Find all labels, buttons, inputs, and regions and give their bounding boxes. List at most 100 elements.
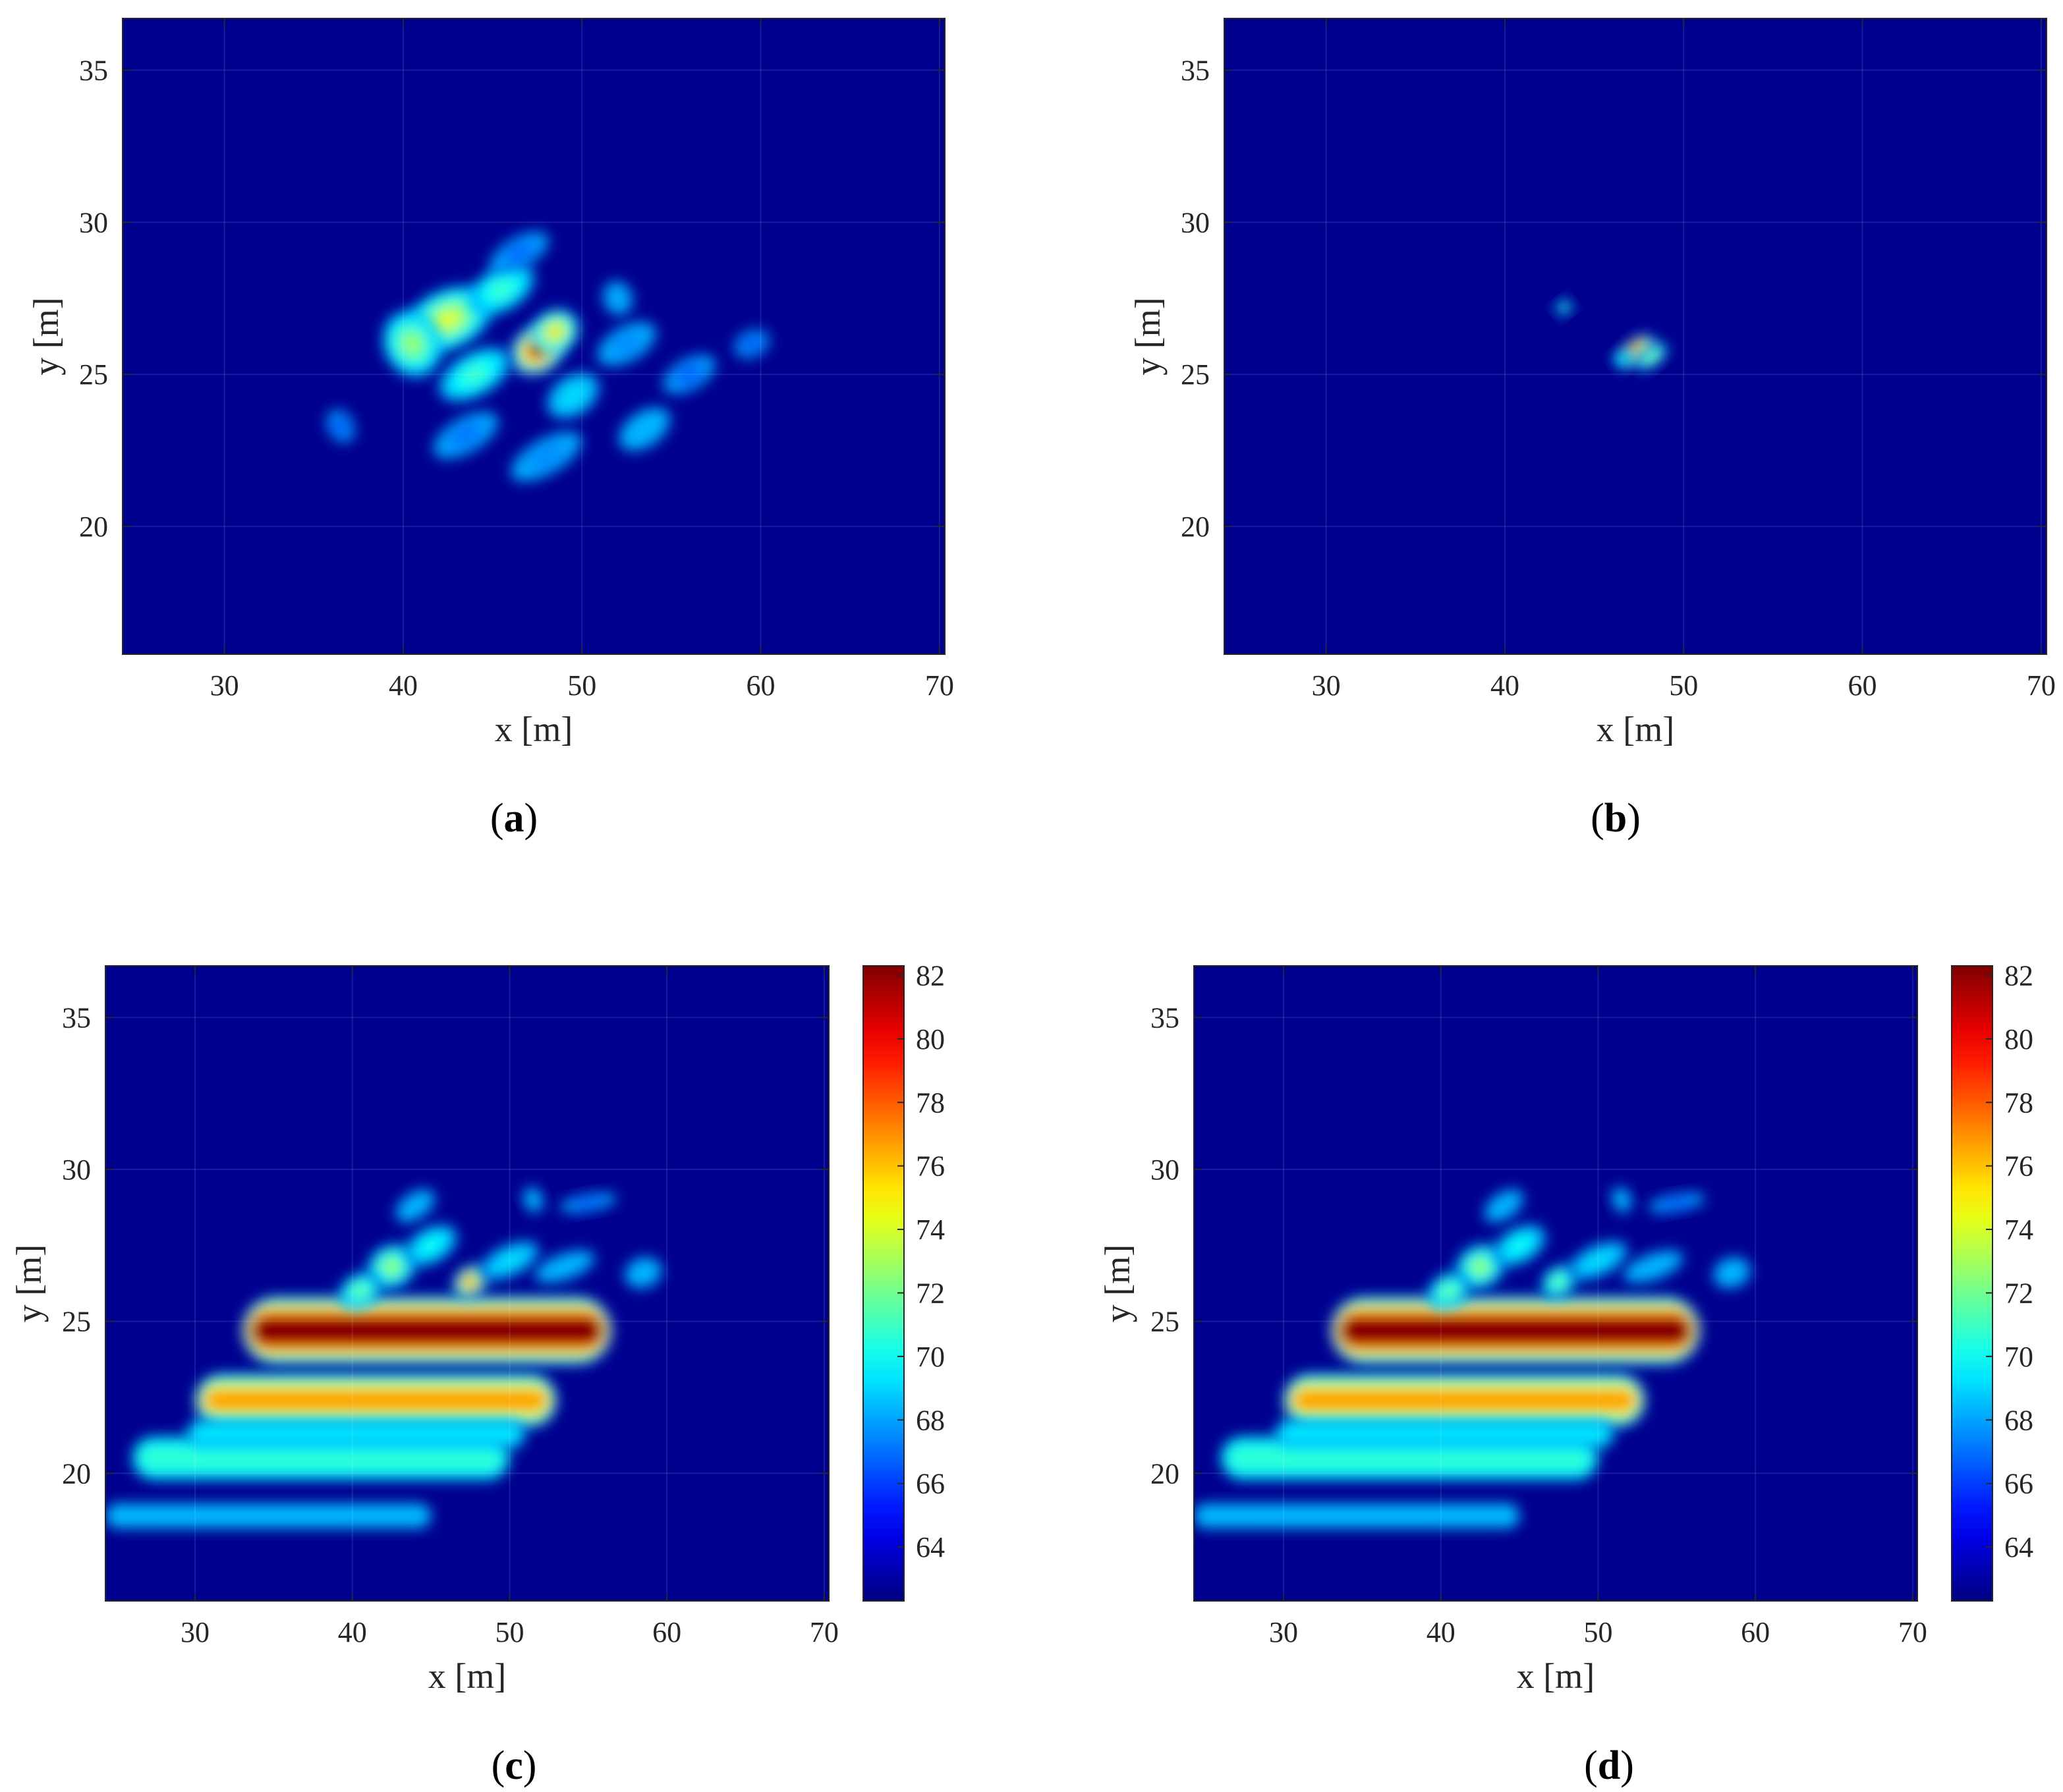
- colorbar-tick-label: 80: [916, 1023, 945, 1055]
- heatmap-band: [105, 1503, 432, 1528]
- y-tick-label: 30: [79, 206, 108, 238]
- heatmap-band: [1276, 1419, 1614, 1449]
- colorbar-gradient: [1952, 966, 1992, 1601]
- y-tick-label: 30: [62, 1154, 91, 1186]
- heatmap-blob: [1649, 1193, 1705, 1213]
- heatmap-blob: [1569, 1241, 1627, 1280]
- heatmap-band: [132, 1436, 510, 1480]
- heatmap-blob: [405, 1225, 457, 1266]
- y-axis-label: y [m]: [1128, 297, 1168, 375]
- heatmap-blob: [619, 407, 670, 451]
- panel-b: 30 40 50 60 70 20 25 30 35 x [m] y [m] (b): [1128, 18, 2056, 841]
- heatmap-blob: [1427, 1272, 1470, 1310]
- y-tick-label: 20: [79, 511, 108, 543]
- heatmap-blob: [468, 263, 534, 315]
- x-tick-label: 50: [495, 1616, 524, 1648]
- heatmap-blob: [1713, 1257, 1751, 1289]
- colorbar-tick-label: 64: [2004, 1531, 2033, 1563]
- x-tick-label: 60: [1741, 1616, 1770, 1648]
- colorbar-tick-label: 64: [916, 1531, 945, 1563]
- heatmap-blob: [339, 1272, 382, 1310]
- y-tick-label: 20: [1150, 1457, 1179, 1490]
- heatmap-band: [242, 1296, 612, 1365]
- panel-caption-letter: c: [505, 1743, 523, 1788]
- colorbar-tick-label: 70: [2004, 1341, 2033, 1373]
- y-tick-label: 35: [1150, 1001, 1179, 1034]
- x-tick-label: 40: [1490, 669, 1519, 702]
- colorbar-tick-label: 80: [2004, 1023, 2033, 1055]
- y-tick-label: 20: [62, 1457, 91, 1490]
- heatmap-blob: [434, 412, 498, 459]
- panel-c: 30 40 50 60 70 20 25 30 35 x [m] y [m] (c) 64 66 68 70 7…: [9, 959, 945, 1788]
- colorbar-tick-label: 82: [916, 959, 945, 992]
- heatmap-field: [1556, 300, 1667, 370]
- heatmap-blob: [1636, 343, 1667, 370]
- colorbar-tick-label: 72: [916, 1277, 945, 1309]
- heatmap-blob: [534, 1250, 595, 1283]
- x-tick-label: 60: [652, 1616, 681, 1648]
- x-tick-label: 40: [389, 669, 418, 702]
- x-tick-label: 30: [210, 669, 239, 702]
- heatmap-band: [1330, 1296, 1701, 1365]
- x-tick-label: 50: [1669, 669, 1698, 702]
- heatmap-field: [327, 232, 769, 482]
- heatmap-field: [105, 1187, 662, 1528]
- colorbar-gradient: [863, 966, 904, 1601]
- x-tick-label: 50: [567, 669, 596, 702]
- heatmap-blob: [1541, 1265, 1577, 1299]
- x-tick-label: 60: [747, 669, 776, 702]
- heatmap-blob: [1493, 1225, 1546, 1266]
- x-axis-label: x [m]: [1517, 1656, 1595, 1696]
- plot-frame: [1193, 965, 1918, 1602]
- heatmap-blob: [1623, 1250, 1683, 1283]
- colorbar-tick-label: 68: [2004, 1404, 2033, 1436]
- colorbar-tick-label: 68: [916, 1404, 945, 1436]
- colorbar-tick-label: 66: [916, 1468, 945, 1500]
- colorbar-frame: [862, 965, 905, 1602]
- heatmap-band: [195, 1373, 557, 1428]
- panel-caption-letter: d: [1598, 1743, 1620, 1788]
- y-tick-label: 35: [79, 54, 108, 86]
- x-tick-label: 70: [810, 1616, 839, 1648]
- y-axis-label: y [m]: [26, 297, 66, 375]
- x-tick-label: 60: [1848, 669, 1877, 702]
- y-axis-label: y [m]: [1098, 1245, 1137, 1322]
- colorbar-tick-label: 76: [916, 1150, 945, 1183]
- heatmap-band: [1284, 1373, 1646, 1428]
- x-tick-label: 70: [1898, 1616, 1927, 1648]
- colorbar-tick-label: 74: [916, 1214, 945, 1246]
- heatmap-blob: [531, 309, 579, 354]
- x-tick-label: 30: [1312, 669, 1341, 702]
- y-axis-label: y [m]: [9, 1245, 49, 1322]
- x-tick-label: 70: [925, 669, 954, 702]
- colorbar-frame: [1951, 965, 1993, 1602]
- heatmap-blob: [453, 1265, 488, 1299]
- panel-d: 30 40 50 60 70 20 25 30 35 x [m] y [m] (d) 64 66 68 70 7…: [1098, 959, 2033, 1788]
- heatmap-blob: [367, 1244, 416, 1289]
- heatmap-blob: [1614, 350, 1632, 368]
- x-tick-label: 40: [1427, 1616, 1455, 1648]
- heatmap-band: [1220, 1436, 1598, 1480]
- heatmap-blob: [1484, 1189, 1523, 1223]
- colorbar-tick-label: 66: [2004, 1468, 2033, 1500]
- heatmap-blob: [511, 432, 582, 482]
- colorbar-tick-label: 76: [2004, 1150, 2033, 1183]
- heatmap-blob: [490, 232, 549, 273]
- colorbar-tick-label: 70: [916, 1341, 945, 1373]
- heatmap-blob: [439, 347, 511, 402]
- colorbar: 64 66 68 70 72 74 76 78 80 82: [1951, 959, 2033, 1602]
- panel-caption: (d): [1584, 1743, 1634, 1788]
- y-tick-label: 30: [1150, 1154, 1179, 1186]
- plot-frame: [105, 965, 830, 1602]
- panel-a: 30 40 50 60 70 20 25 30 35 x [m] y [m] (a): [26, 18, 954, 841]
- heatmap-blob: [1556, 300, 1572, 315]
- colorbar: 64 66 68 70 72 74 76 78 80 82: [862, 959, 945, 1602]
- x-tick-label: 30: [181, 1616, 210, 1648]
- heatmap-blob: [625, 1257, 662, 1289]
- heatmap-blob: [523, 1187, 544, 1213]
- heatmap-blob: [560, 1193, 617, 1213]
- heatmap-blob: [327, 410, 354, 443]
- panel-caption: (a): [490, 796, 538, 841]
- heatmap-band: [187, 1419, 526, 1449]
- plot-frame: [1224, 18, 2047, 655]
